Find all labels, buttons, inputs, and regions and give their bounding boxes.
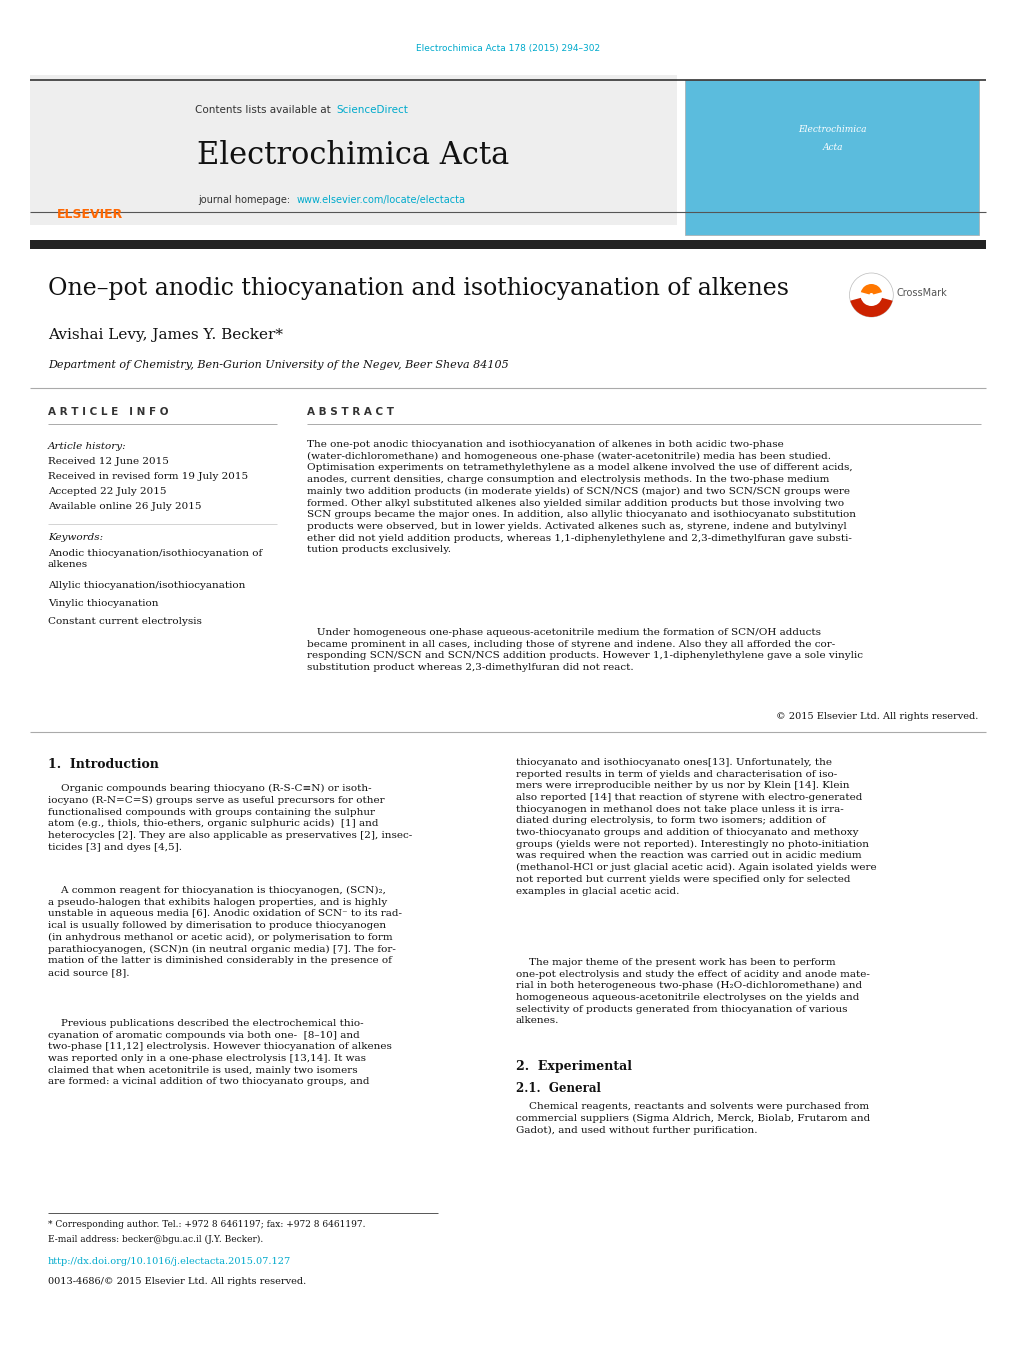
Text: 2.  Experimental: 2. Experimental bbox=[516, 1061, 631, 1073]
Text: A common reagent for thiocyanation is thiocyanogen, (SCN)₂,
a pseudo-halogen tha: A common reagent for thiocyanation is th… bbox=[48, 886, 401, 977]
FancyBboxPatch shape bbox=[30, 76, 677, 226]
Text: Article history:: Article history: bbox=[48, 442, 126, 451]
Text: Keywords:: Keywords: bbox=[48, 534, 103, 542]
Text: Chemical reagents, reactants and solvents were purchased from
commercial supplie: Chemical reagents, reactants and solvent… bbox=[516, 1102, 869, 1135]
Text: journal homepage:: journal homepage: bbox=[199, 195, 293, 205]
Text: © 2015 Elsevier Ltd. All rights reserved.: © 2015 Elsevier Ltd. All rights reserved… bbox=[774, 712, 977, 721]
Text: Organic compounds bearing thiocyano (R-S-C≡N) or isoth-
iocyano (R-N=C=S) groups: Organic compounds bearing thiocyano (R-S… bbox=[48, 784, 412, 851]
Text: A R T I C L E   I N F O: A R T I C L E I N F O bbox=[48, 407, 168, 417]
Text: ELSEVIER: ELSEVIER bbox=[56, 208, 122, 222]
Text: One–pot anodic thiocyanation and isothiocyanation of alkenes: One–pot anodic thiocyanation and isothio… bbox=[48, 277, 788, 300]
Text: A B S T R A C T: A B S T R A C T bbox=[307, 407, 393, 417]
Text: 0013-4686/© 2015 Elsevier Ltd. All rights reserved.: 0013-4686/© 2015 Elsevier Ltd. All right… bbox=[48, 1277, 306, 1286]
Text: Contents lists available at: Contents lists available at bbox=[195, 105, 333, 115]
Text: Under homogeneous one-phase aqueous-acetonitrile medium the formation of SCN/OH : Under homogeneous one-phase aqueous-acet… bbox=[307, 628, 862, 671]
Text: CrossMark: CrossMark bbox=[896, 288, 946, 299]
Text: Anodic thiocyanation/isothiocyanation of
alkenes: Anodic thiocyanation/isothiocyanation of… bbox=[48, 549, 262, 569]
Text: Constant current electrolysis: Constant current electrolysis bbox=[48, 617, 202, 626]
Text: * Corresponding author. Tel.: +972 8 6461197; fax: +972 8 6461197.: * Corresponding author. Tel.: +972 8 646… bbox=[48, 1220, 365, 1229]
Text: thiocyanato and isothiocyanato ones[13]. Unfortunately, the
reported results in : thiocyanato and isothiocyanato ones[13].… bbox=[516, 758, 875, 896]
Text: http://dx.doi.org/10.1016/j.electacta.2015.07.127: http://dx.doi.org/10.1016/j.electacta.20… bbox=[48, 1256, 290, 1266]
Wedge shape bbox=[860, 284, 881, 295]
Text: Previous publications described the electrochemical thio-
cyanation of aromatic : Previous publications described the elec… bbox=[48, 1019, 391, 1086]
Text: Accepted 22 July 2015: Accepted 22 July 2015 bbox=[48, 486, 166, 496]
Text: Allylic thiocyanation/isothiocyanation: Allylic thiocyanation/isothiocyanation bbox=[48, 581, 245, 590]
Text: Electrochimica Acta: Electrochimica Acta bbox=[198, 139, 510, 170]
Circle shape bbox=[849, 273, 893, 317]
Text: Electrochimica: Electrochimica bbox=[798, 126, 866, 135]
Text: Received in revised form 19 July 2015: Received in revised form 19 July 2015 bbox=[48, 471, 248, 481]
Text: E-mail address: becker@bgu.ac.il (J.Y. Becker).: E-mail address: becker@bgu.ac.il (J.Y. B… bbox=[48, 1235, 263, 1244]
Text: The one-pot anodic thiocyanation and isothiocyanation of alkenes in both acidic : The one-pot anodic thiocyanation and iso… bbox=[307, 440, 855, 554]
Text: www.elsevier.com/locate/electacta: www.elsevier.com/locate/electacta bbox=[297, 195, 466, 205]
Text: Electrochimica Acta 178 (2015) 294–302: Electrochimica Acta 178 (2015) 294–302 bbox=[416, 43, 599, 53]
Text: 1.  Introduction: 1. Introduction bbox=[48, 758, 159, 771]
Text: Received 12 June 2015: Received 12 June 2015 bbox=[48, 457, 168, 466]
Text: Acta: Acta bbox=[821, 143, 842, 153]
Text: ScienceDirect: ScienceDirect bbox=[336, 105, 408, 115]
FancyBboxPatch shape bbox=[685, 80, 978, 235]
Text: Vinylic thiocyanation: Vinylic thiocyanation bbox=[48, 598, 158, 608]
Text: The major theme of the present work has been to perform
one-pot electrolysis and: The major theme of the present work has … bbox=[516, 958, 869, 1025]
Text: Department of Chemistry, Ben-Gurion University of the Negev, Beer Sheva 84105: Department of Chemistry, Ben-Gurion Univ… bbox=[48, 359, 508, 370]
Text: 2.1.  General: 2.1. General bbox=[516, 1082, 600, 1096]
Wedge shape bbox=[850, 297, 892, 317]
FancyBboxPatch shape bbox=[30, 240, 985, 249]
Text: Avishai Levy, James Y. Becker*: Avishai Levy, James Y. Becker* bbox=[48, 328, 282, 342]
Text: Available online 26 July 2015: Available online 26 July 2015 bbox=[48, 503, 201, 511]
